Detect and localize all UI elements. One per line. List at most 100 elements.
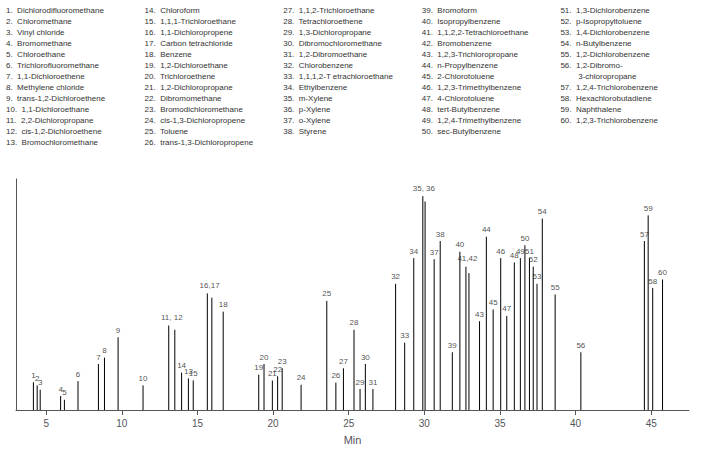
svg-text:39: 39 (448, 341, 457, 350)
svg-text:46: 46 (496, 247, 505, 256)
svg-text:26. trans-1,3-Dichloropropene: 26. trans-1,3-Dichloropropene (145, 138, 254, 147)
svg-text:34. Ethylbenzene: 34. Ethylbenzene (283, 83, 348, 92)
svg-text:50: 50 (520, 234, 529, 243)
svg-text:15: 15 (189, 369, 198, 378)
svg-text:3-chloropropane: 3-chloropropane (560, 72, 637, 81)
svg-text:55: 55 (551, 283, 560, 292)
svg-text:28. Tetrachloroethene: 28. Tetrachloroethene (283, 17, 363, 26)
svg-text:10. 1,1-Dichloroethane: 10. 1,1-Dichloroethane (6, 105, 90, 114)
svg-text:45: 45 (646, 418, 658, 429)
svg-text:Min: Min (344, 434, 362, 446)
svg-text:40: 40 (455, 240, 464, 249)
svg-text:31: 31 (368, 378, 377, 387)
svg-text:22: 22 (273, 365, 282, 374)
svg-text:25: 25 (343, 418, 355, 429)
svg-text:55. 1,2-Dichlorobenzene: 55. 1,2-Dichlorobenzene (560, 50, 650, 59)
svg-text:60: 60 (658, 268, 667, 277)
svg-text:59: 59 (644, 204, 653, 213)
svg-text:30. Dibromochloromethane: 30. Dibromochloromethane (283, 39, 382, 48)
svg-text:35, 36: 35, 36 (413, 184, 436, 193)
svg-text:45: 45 (489, 298, 498, 307)
svg-text:37. o-Xylene: 37. o-Xylene (283, 116, 331, 125)
svg-text:54. n-Butylbenzene: 54. n-Butylbenzene (560, 39, 632, 48)
svg-text:16. 1,1-Dichloropropene: 16. 1,1-Dichloropropene (145, 28, 234, 37)
svg-text:37: 37 (430, 248, 439, 257)
svg-text:10: 10 (139, 374, 148, 383)
svg-text:26: 26 (331, 371, 340, 380)
svg-text:53: 53 (533, 272, 542, 281)
svg-text:5: 5 (43, 418, 49, 429)
svg-text:36. p-Xylene: 36. p-Xylene (283, 105, 331, 114)
svg-text:40: 40 (570, 418, 582, 429)
svg-text:29. 1,3-Dichloropropane: 29. 1,3-Dichloropropane (283, 28, 372, 37)
svg-text:28: 28 (350, 318, 359, 327)
svg-text:35. m-Xylene: 35. m-Xylene (283, 94, 333, 103)
svg-text:8: 8 (102, 346, 107, 355)
svg-text:46. 1,2,3-Trimethylbenzene: 46. 1,2,3-Trimethylbenzene (422, 83, 522, 92)
svg-text:60. 1,2,3-Trichlorobenzene: 60. 1,2,3-Trichlorobenzene (560, 116, 658, 125)
svg-text:15. 1,1,1-Trichloroethane: 15. 1,1,1-Trichloroethane (145, 17, 237, 26)
svg-text:10: 10 (116, 418, 128, 429)
svg-text:27. 1,1,2-Trichloroethane: 27. 1,1,2-Trichloroethane (283, 6, 375, 15)
svg-text:9: 9 (116, 326, 121, 335)
svg-text:58: 58 (648, 277, 657, 286)
svg-text:24: 24 (297, 373, 306, 382)
svg-text:19. 1,2-Dichloroethane: 19. 1,2-Dichloroethane (145, 61, 229, 70)
svg-text:30: 30 (361, 353, 370, 362)
svg-text:35: 35 (494, 418, 506, 429)
svg-text:38. Styrene: 38. Styrene (283, 127, 327, 136)
svg-text:13. Bromochloromethane: 13. Bromochloromethane (6, 138, 99, 147)
svg-text:7. 1,1-Dichloroethene: 7. 1,1-Dichloroethene (6, 72, 85, 81)
svg-text:34: 34 (409, 247, 418, 256)
svg-text:25. Toluene: 25. Toluene (145, 127, 189, 136)
svg-text:15: 15 (192, 418, 204, 429)
svg-text:52: 52 (529, 255, 538, 264)
svg-text:7: 7 (96, 353, 101, 362)
svg-text:2. Chloromethane: 2. Chloromethane (6, 17, 72, 26)
svg-text:44. n-Propylbenzene: 44. n-Propylbenzene (422, 61, 499, 70)
svg-text:6. Trichlorofluoromethane: 6. Trichlorofluoromethane (6, 61, 99, 70)
svg-text:49: 49 (516, 247, 525, 256)
svg-text:20: 20 (268, 418, 280, 429)
svg-text:6: 6 (76, 370, 81, 379)
svg-text:38: 38 (436, 230, 445, 239)
svg-text:41. 1,1,2,2-Tetrachloroethane: 41. 1,1,2,2-Tetrachloroethane (422, 28, 529, 37)
svg-text:3. Vinyl chloride: 3. Vinyl chloride (6, 28, 65, 37)
svg-text:19: 19 (254, 363, 263, 372)
svg-text:33: 33 (400, 331, 409, 340)
svg-text:17. Carbon tetrachloride: 17. Carbon tetrachloride (145, 39, 234, 48)
svg-text:18: 18 (219, 300, 228, 309)
svg-text:24. cis-1,3-Dichloropropene: 24. cis-1,3-Dichloropropene (145, 116, 246, 125)
svg-text:22. Dibromomethane: 22. Dibromomethane (145, 94, 222, 103)
svg-text:43. 1,2,3-Trichloropropane: 43. 1,2,3-Trichloropropane (422, 50, 519, 59)
svg-text:20: 20 (260, 353, 269, 362)
svg-text:59. Naphthalene: 59. Naphthalene (560, 105, 621, 114)
svg-text:49. 1,2,4-Trimethylbenzene: 49. 1,2,4-Trimethylbenzene (422, 116, 522, 125)
svg-text:11. 2,2-Dichloropropane: 11. 2,2-Dichloropropane (6, 116, 94, 125)
svg-text:12. cis-1,2-Dichloroethene: 12. cis-1,2-Dichloroethene (6, 127, 102, 136)
svg-text:30: 30 (419, 418, 431, 429)
svg-text:56. 1,2-Dibromo-: 56. 1,2-Dibromo- (560, 61, 623, 70)
svg-text:54: 54 (538, 207, 547, 216)
svg-text:50. sec-Butylbenzene: 50. sec-Butylbenzene (422, 127, 502, 136)
svg-text:33. 1,1,1,2-T etrachloroethan: 33. 1,1,1,2-T etrachloroethane (283, 72, 393, 81)
svg-text:58. Hexachlorobutadiene: 58. Hexachlorobutadiene (560, 94, 652, 103)
svg-text:57. 1,2,4-Trichlorobenzene: 57. 1,2,4-Trichlorobenzene (560, 83, 658, 92)
svg-text:27: 27 (339, 357, 348, 366)
svg-text:8. Methylene chloride: 8. Methylene chloride (6, 83, 85, 92)
svg-text:39. Bromoform: 39. Bromoform (422, 6, 477, 15)
svg-text:1. Dichlorodifluoromethane: 1. Dichlorodifluoromethane (6, 6, 104, 15)
svg-text:11, 12: 11, 12 (161, 313, 183, 322)
svg-text:56: 56 (576, 341, 585, 350)
svg-text:3: 3 (38, 378, 43, 387)
svg-text:5: 5 (62, 388, 67, 397)
svg-text:47: 47 (502, 304, 511, 313)
svg-text:52. p-Isopropyltoluene: 52. p-Isopropyltoluene (560, 17, 642, 26)
svg-text:23. Bromodichloromethane: 23. Bromodichloromethane (145, 105, 244, 114)
svg-text:18. Benzene: 18. Benzene (145, 50, 193, 59)
svg-text:51. 1,3-Dichlorobenzene: 51. 1,3-Dichlorobenzene (560, 6, 650, 15)
svg-text:31. 1,2-Dibromoethane: 31. 1,2-Dibromoethane (283, 50, 368, 59)
svg-text:45. 2-Chlorotoluene: 45. 2-Chlorotoluene (422, 72, 495, 81)
svg-text:47. 4-Chlorotoluene: 47. 4-Chlorotoluene (422, 94, 495, 103)
svg-text:14. Chloroform: 14. Chloroform (145, 6, 200, 15)
